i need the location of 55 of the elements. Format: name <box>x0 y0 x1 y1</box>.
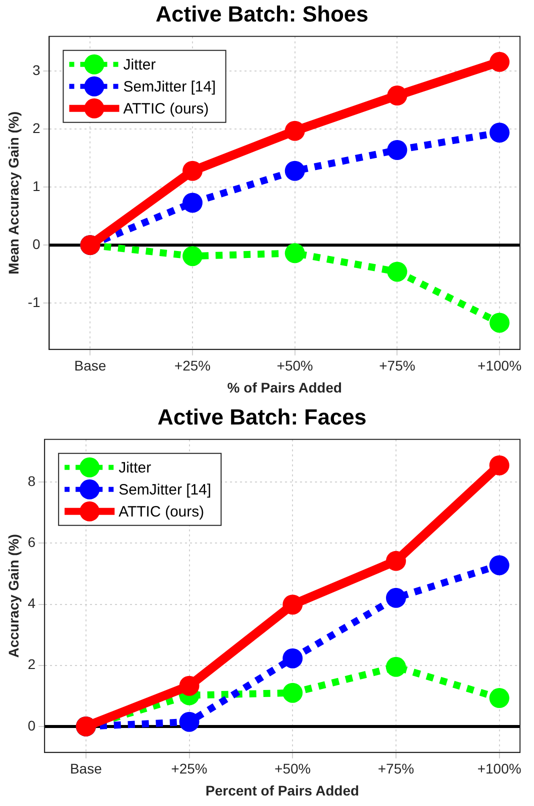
point <box>387 86 408 106</box>
point <box>284 243 305 264</box>
x-tick-label: +50% <box>274 760 311 777</box>
legend-label: Jitter <box>123 56 156 74</box>
y-tick-label: 6 <box>28 534 36 550</box>
point <box>282 682 303 703</box>
point <box>182 246 203 266</box>
x-tick-label: Base <box>74 358 106 374</box>
x-tick-label: Base <box>70 760 102 777</box>
point <box>284 160 305 181</box>
point <box>182 160 203 181</box>
y-axis-title: Accuracy Gain (%) <box>5 534 22 658</box>
chart-title: Active Batch: Shoes <box>156 1 368 26</box>
y-tick-label: -1 <box>28 294 40 310</box>
point <box>284 120 305 141</box>
y-tick-label: 1 <box>32 178 40 194</box>
point <box>387 262 408 282</box>
point <box>489 555 510 576</box>
point <box>386 550 406 571</box>
point <box>282 594 303 615</box>
point <box>490 312 510 333</box>
legend-label: Jitter <box>118 460 152 477</box>
point <box>282 648 303 668</box>
point <box>489 688 510 708</box>
point <box>179 676 200 696</box>
point <box>179 712 200 732</box>
x-tick-label: +25% <box>171 760 208 777</box>
y-tick-label: 4 <box>28 595 36 612</box>
y-axis-title: Mean Accuracy Gain (%) <box>5 111 22 274</box>
x-tick-label: +75% <box>378 760 414 777</box>
y-tick-label: 3 <box>32 62 40 78</box>
y-tick-label: 2 <box>32 120 40 136</box>
point <box>386 656 406 677</box>
legend-label: ATTIC (ours) <box>123 100 209 118</box>
point <box>386 588 406 608</box>
x-tick-label: +100% <box>478 358 522 374</box>
point <box>182 192 203 213</box>
point <box>490 122 510 143</box>
point <box>489 455 510 476</box>
y-tick-label: 0 <box>28 717 36 734</box>
point <box>387 140 408 160</box>
legend-label: ATTIC (ours) <box>118 504 204 521</box>
x-axis-title: Percent of Pairs Added <box>206 782 360 798</box>
y-tick-label: 8 <box>28 473 36 490</box>
x-tick-label: +25% <box>174 358 211 374</box>
y-tick-label: 0 <box>32 236 40 252</box>
x-tick-label: +100% <box>477 760 522 777</box>
chart-title: Active Batch: Faces <box>157 404 367 430</box>
legend-label: SemJitter [14] <box>118 482 212 499</box>
y-tick-label: 2 <box>28 656 36 672</box>
x-axis-title: % of Pairs Added <box>227 379 342 396</box>
legend-label: SemJitter [14] <box>123 78 216 96</box>
x-tick-label: +75% <box>379 358 416 374</box>
point <box>490 52 510 72</box>
x-tick-label: +50% <box>276 358 313 374</box>
